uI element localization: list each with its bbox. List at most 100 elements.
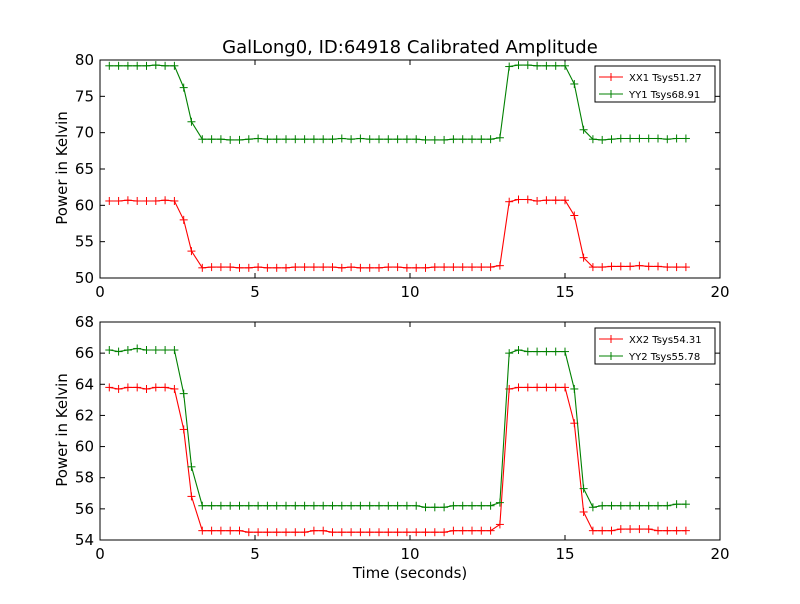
data-point xyxy=(328,501,337,510)
x-axis-label: Time (seconds) xyxy=(352,564,468,582)
y-tick-label: 70 xyxy=(75,124,94,142)
data-point xyxy=(393,528,402,537)
data-point xyxy=(133,196,142,205)
data-point xyxy=(187,117,196,126)
data-point xyxy=(151,61,160,70)
data-point xyxy=(579,484,588,493)
data-point xyxy=(337,501,346,510)
data-point xyxy=(514,383,523,392)
data-point xyxy=(272,501,281,510)
data-point xyxy=(151,346,160,355)
data-point xyxy=(644,134,653,143)
data-point xyxy=(170,196,179,205)
data-point xyxy=(449,526,458,535)
data-point xyxy=(179,389,188,398)
data-point xyxy=(495,498,504,507)
data-point xyxy=(561,61,569,70)
data-point xyxy=(151,196,160,205)
data-point xyxy=(681,500,690,509)
data-point xyxy=(477,135,486,144)
data-point xyxy=(347,501,356,510)
data-point xyxy=(635,261,644,270)
data-point xyxy=(430,263,439,272)
data-point xyxy=(570,211,579,220)
data-point xyxy=(440,263,449,272)
data-point xyxy=(458,263,467,272)
data-point xyxy=(412,263,421,272)
data-point xyxy=(412,501,421,510)
data-point xyxy=(133,383,142,392)
y-tick-label: 60 xyxy=(75,438,94,456)
plot-frame xyxy=(99,321,721,541)
data-point xyxy=(254,134,263,143)
data-point xyxy=(607,501,616,510)
x-tick-label: 20 xyxy=(710,283,729,301)
chart-title: GalLong0, ID:64918 Calibrated Amplitude xyxy=(222,37,598,58)
data-point xyxy=(523,347,532,356)
data-point xyxy=(244,528,253,537)
data-point xyxy=(161,346,170,355)
legend: XX1 Tsys51.27 YY1 Tsys68.91 xyxy=(594,65,716,103)
data-point xyxy=(495,133,504,142)
data-point xyxy=(495,261,504,270)
x-tick-label: 10 xyxy=(400,545,419,563)
legend-label: YY1 Tsys68.91 xyxy=(628,90,700,101)
data-point xyxy=(588,526,597,535)
data-point xyxy=(468,263,476,272)
series-line xyxy=(109,198,686,269)
data-point xyxy=(328,528,337,537)
data-point xyxy=(681,526,690,535)
plot-frame xyxy=(99,59,721,279)
data-point xyxy=(449,501,458,510)
data-point xyxy=(468,526,476,535)
data-point xyxy=(384,501,393,510)
data-point xyxy=(588,263,597,272)
data-point xyxy=(161,196,170,205)
data-point xyxy=(226,263,235,272)
data-point xyxy=(161,383,170,392)
data-point xyxy=(105,383,114,392)
data-point xyxy=(523,383,532,392)
data-point xyxy=(607,262,616,271)
data-point xyxy=(654,262,662,271)
data-point xyxy=(142,346,151,355)
x-tick-label: 0 xyxy=(95,283,105,301)
data-point xyxy=(347,263,356,272)
series-line xyxy=(109,386,686,533)
data-point xyxy=(607,135,616,144)
data-point xyxy=(505,349,514,358)
data-point xyxy=(282,135,290,144)
data-point xyxy=(244,501,253,510)
data-point xyxy=(198,501,207,510)
data-point xyxy=(328,135,337,144)
data-point xyxy=(430,528,439,537)
data-point xyxy=(151,383,160,392)
data-point xyxy=(421,135,430,144)
data-point xyxy=(216,263,225,272)
data-point xyxy=(123,383,132,392)
data-point xyxy=(477,501,486,510)
data-point xyxy=(486,135,495,144)
y-tick-label: 66 xyxy=(75,344,94,362)
data-point xyxy=(235,526,244,535)
data-point xyxy=(375,528,383,537)
data-point xyxy=(187,492,196,501)
data-point xyxy=(579,507,588,516)
y-tick-label: 62 xyxy=(75,406,94,424)
data-point xyxy=(449,135,458,144)
y-tick-label: 65 xyxy=(75,160,94,178)
bottom-y-axis-label: Power in Kelvin xyxy=(53,373,71,487)
data-point xyxy=(114,196,123,205)
data-point xyxy=(216,526,225,535)
data-point xyxy=(198,135,207,144)
data-point xyxy=(551,383,560,392)
data-point xyxy=(440,528,449,537)
data-point xyxy=(328,263,337,272)
data-point xyxy=(226,501,235,510)
data-point xyxy=(570,79,579,88)
data-point xyxy=(142,384,151,393)
data-point xyxy=(337,528,346,537)
x-tick-label: 0 xyxy=(95,545,105,563)
data-point xyxy=(430,503,439,512)
data-point xyxy=(226,135,235,144)
